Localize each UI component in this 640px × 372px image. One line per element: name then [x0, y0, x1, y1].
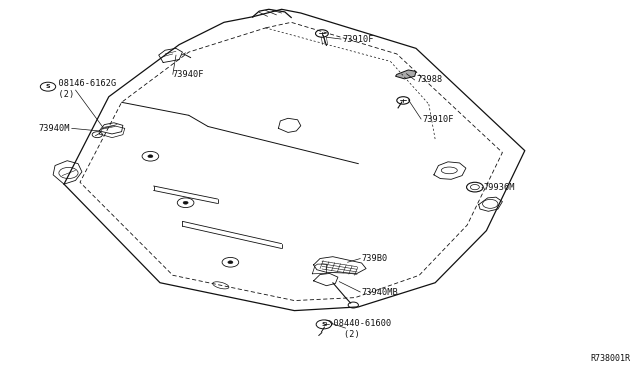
Circle shape	[397, 97, 410, 104]
Text: 73910F: 73910F	[342, 35, 374, 44]
Circle shape	[316, 320, 332, 329]
Text: 08146-6162G
  (2): 08146-6162G (2)	[48, 79, 116, 99]
Text: 73940F: 73940F	[173, 70, 204, 79]
Text: R738001R: R738001R	[590, 354, 630, 363]
Text: S: S	[45, 84, 51, 89]
Circle shape	[148, 155, 153, 158]
Text: 73910F: 73910F	[422, 115, 454, 124]
Text: 73940M: 73940M	[38, 124, 70, 133]
Text: 08440-61600
    (2): 08440-61600 (2)	[323, 319, 392, 339]
Text: 739B0: 739B0	[362, 254, 388, 263]
Text: S: S	[321, 322, 326, 327]
Text: 73940MB: 73940MB	[362, 288, 398, 296]
Circle shape	[316, 30, 328, 37]
Circle shape	[228, 261, 233, 264]
Circle shape	[321, 320, 332, 327]
Text: 73988: 73988	[416, 76, 442, 84]
Polygon shape	[396, 70, 416, 79]
Circle shape	[183, 201, 188, 204]
Circle shape	[40, 82, 56, 91]
Text: 79936M: 79936M	[483, 183, 515, 192]
